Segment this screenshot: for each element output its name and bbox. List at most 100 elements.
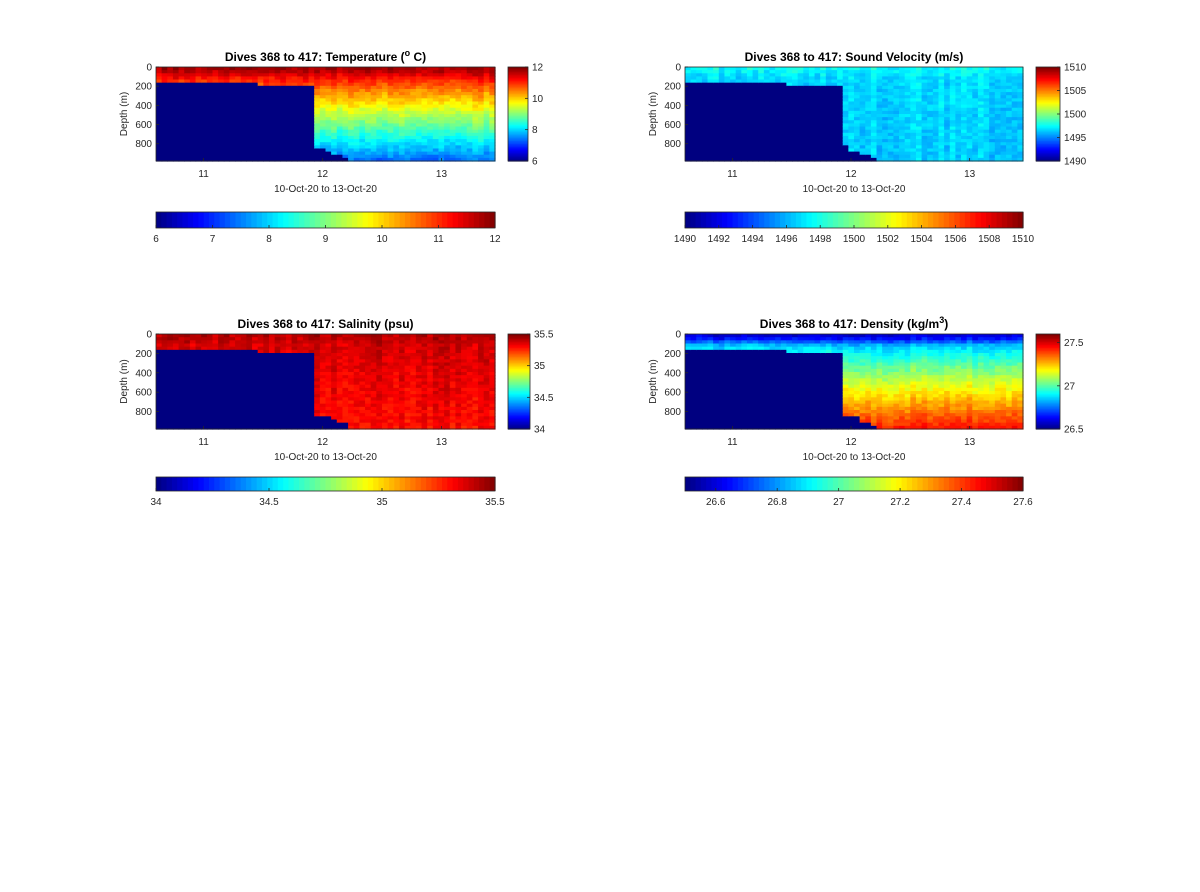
heatmap-cell — [961, 82, 968, 87]
heatmap-cell — [325, 400, 332, 405]
heatmap-cell — [398, 114, 406, 118]
heatmap-cell — [472, 142, 479, 146]
heatmap-cell — [246, 406, 253, 411]
heatmap-cell — [308, 107, 315, 112]
colorbar-segment — [436, 212, 443, 228]
heatmap-cell — [1006, 85, 1013, 90]
heatmap-cell — [938, 114, 945, 118]
heatmap-cell — [1000, 101, 1007, 106]
heatmap-cell — [331, 154, 338, 159]
heatmap-cell — [325, 419, 332, 424]
heatmap-cell — [444, 88, 451, 93]
heatmap-cell — [172, 372, 180, 376]
colorbar-tick-label: 1492 — [708, 234, 731, 245]
heatmap-cell — [690, 129, 697, 134]
heatmap-cell — [848, 139, 855, 143]
heatmap-cell — [466, 154, 473, 159]
heatmap-cell — [972, 85, 979, 90]
heatmap-cell — [472, 92, 479, 96]
heatmap-cell — [758, 101, 765, 106]
colorbar-segment — [790, 212, 797, 228]
heatmap-cell — [246, 123, 253, 128]
heatmap-cell — [792, 79, 799, 84]
heatmap-cell — [741, 82, 748, 87]
heatmap-cell — [302, 403, 310, 408]
heatmap-cell — [848, 129, 855, 134]
colorbar-segment — [508, 150, 528, 153]
heatmap-cell — [944, 135, 951, 140]
heatmap-cell — [904, 79, 911, 84]
heatmap-cell — [252, 391, 259, 395]
heatmap-cell — [167, 154, 174, 159]
heatmap-cell — [370, 70, 377, 74]
heatmap-cell — [189, 387, 197, 392]
heatmap-cell — [915, 76, 923, 81]
heatmap-cell — [966, 114, 973, 118]
heatmap-cell — [257, 95, 264, 99]
heatmap-cell — [223, 365, 231, 370]
heatmap-cell — [758, 123, 765, 128]
heatmap-cell — [246, 353, 253, 357]
heatmap-cell — [758, 76, 765, 81]
heatmap-cell — [263, 142, 270, 146]
heatmap-cell — [189, 132, 197, 137]
heatmap-cell — [178, 85, 185, 90]
heatmap-cell — [319, 148, 327, 153]
colorbar-segment — [885, 212, 892, 228]
heatmap-cell — [893, 92, 900, 96]
heatmap-cell — [904, 148, 911, 153]
heatmap-cell — [308, 114, 315, 118]
heatmap-cell — [269, 70, 276, 74]
heatmap-cell — [848, 73, 855, 77]
heatmap-cell — [724, 117, 731, 121]
heatmap-cell — [904, 132, 911, 137]
colorbar-segment — [508, 86, 528, 89]
heatmap-cell — [421, 148, 428, 153]
heatmap-cell — [915, 101, 923, 106]
colorbar-segment — [208, 212, 215, 228]
heatmap-cell — [775, 70, 782, 74]
colorbar-segment — [1036, 131, 1060, 134]
heatmap-cell — [308, 73, 315, 77]
heatmap-cell — [865, 148, 872, 153]
heatmap-cell — [461, 139, 468, 143]
heatmap-cell — [195, 82, 202, 87]
heatmap-cell — [432, 132, 440, 137]
heatmap-cell — [223, 391, 231, 395]
heatmap-cell — [780, 129, 787, 134]
heatmap-cell — [167, 117, 174, 121]
heatmap-cell — [938, 139, 945, 143]
heatmap-cell — [421, 98, 428, 103]
heatmap-cell — [325, 425, 332, 430]
heatmap-cell — [246, 104, 253, 109]
heatmap-cell — [398, 82, 406, 87]
heatmap-cell — [966, 120, 973, 124]
heatmap-cell — [713, 135, 720, 140]
heatmap-cell — [201, 413, 208, 417]
heatmap-cell — [223, 384, 231, 389]
heatmap-cell — [212, 391, 219, 395]
heatmap-cell — [240, 76, 247, 81]
heatmap-cell — [201, 372, 208, 376]
heatmap-cell — [848, 88, 855, 93]
heatmap-cell — [201, 403, 208, 408]
heatmap-cell — [966, 76, 973, 81]
heatmap-cell — [432, 104, 440, 109]
heatmap-cell — [370, 117, 377, 121]
heatmap-cell — [229, 151, 236, 156]
heatmap-cell — [438, 70, 445, 74]
heatmap-cell — [427, 123, 434, 128]
heatmap-cell — [269, 359, 276, 364]
heatmap-cell — [983, 88, 990, 93]
heatmap-cell — [302, 387, 310, 392]
heatmap-cell — [478, 114, 485, 118]
heatmap-cell — [904, 151, 911, 156]
heatmap-cell — [1017, 92, 1024, 96]
colorbar-segment — [508, 153, 528, 156]
heatmap-cell — [983, 85, 990, 90]
heatmap-cell — [455, 135, 462, 140]
heatmap-cell — [690, 145, 697, 150]
heatmap-cell — [201, 142, 208, 146]
heatmap-cell — [308, 400, 315, 405]
colorbar-segment — [508, 102, 528, 105]
